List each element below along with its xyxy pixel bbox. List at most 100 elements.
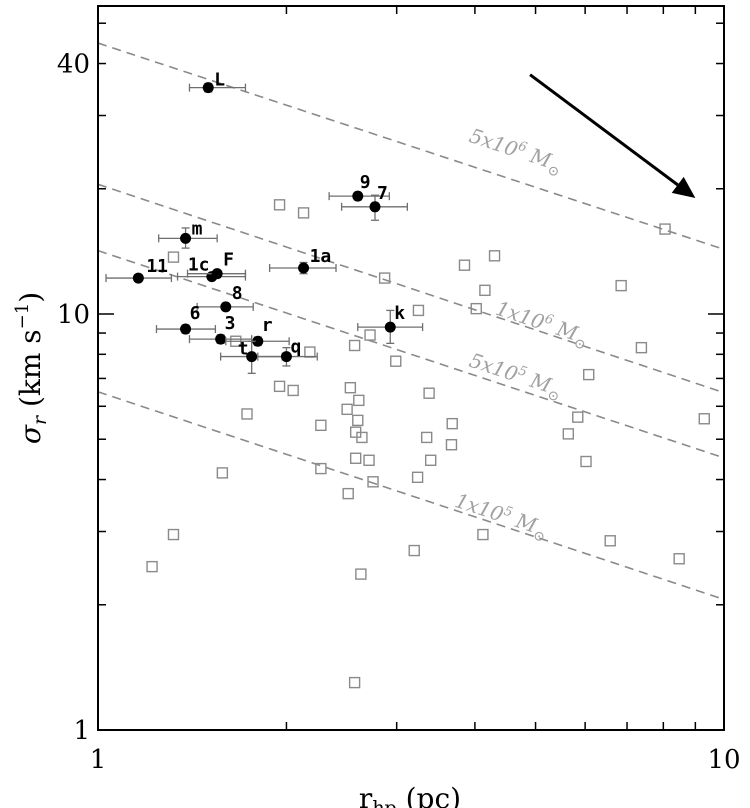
open-square-point	[470, 302, 482, 315]
open-square-point	[408, 544, 420, 557]
point-label: 8	[232, 283, 243, 304]
open-square-point	[348, 339, 361, 352]
open-square-point	[241, 408, 253, 420]
mass-line-label-part: ⊙	[572, 335, 588, 354]
filled-circle-point	[202, 82, 214, 94]
filled-circle-point	[384, 321, 396, 333]
open-square-point	[216, 467, 229, 479]
mass-line	[97, 42, 725, 251]
filled-circle-point	[280, 351, 292, 363]
open-square-point	[458, 259, 471, 271]
filled-circle-point	[246, 351, 258, 363]
filled-circle-point	[132, 272, 144, 284]
open-square-point	[348, 676, 361, 689]
point-label: 1c	[188, 255, 210, 276]
point-label: t	[238, 339, 249, 360]
open-square-point	[352, 414, 364, 427]
mass-line	[97, 391, 725, 601]
open-square-point	[344, 382, 357, 394]
point-label: 9	[360, 172, 371, 193]
point-label: L	[214, 70, 225, 91]
point-label: 11	[146, 256, 168, 277]
y-tick-label: 40	[57, 50, 90, 80]
open-square-point	[635, 341, 648, 354]
x-axis-title: rhp (pc)	[359, 782, 461, 808]
mass-lines	[97, 42, 725, 601]
open-square-point	[479, 284, 491, 297]
y-tick-label: 1	[73, 716, 90, 746]
filled-circle-point	[215, 333, 227, 345]
point-label: m	[192, 218, 203, 239]
arrow-shaft	[529, 73, 679, 187]
open-square-point	[353, 394, 365, 407]
axis-ticks	[97, 6, 725, 731]
open-square-point	[580, 455, 592, 468]
y-axis-title: σr (km s−1)	[12, 292, 51, 444]
open-square-point	[698, 413, 710, 425]
open-square-point	[583, 368, 595, 381]
open-square-point	[367, 476, 379, 488]
filled-circle-point	[180, 232, 192, 244]
filled-circle-point	[298, 262, 310, 274]
open-square-point	[425, 454, 437, 466]
mass-line-label-part: ⊙	[545, 387, 561, 406]
open-square-point	[167, 251, 180, 263]
open-square-point	[273, 199, 286, 211]
open-square-point	[342, 487, 354, 500]
open-square-point	[390, 355, 402, 367]
open-square-point	[315, 419, 327, 432]
y-tick-label: 10	[57, 300, 90, 330]
direction-arrow	[529, 73, 696, 199]
x-tick-label: 10	[707, 745, 740, 775]
open-square-point	[411, 471, 424, 483]
open-square-point	[477, 528, 489, 541]
open-square-point	[378, 272, 391, 284]
open-square-series	[146, 199, 710, 689]
open-square-point	[146, 560, 158, 573]
open-square-point	[273, 380, 286, 393]
mass-line-label-part: ⊙	[545, 162, 561, 181]
filled-circle-point	[220, 301, 232, 313]
open-square-point	[349, 452, 362, 464]
open-square-point	[364, 329, 376, 341]
point-label: 6	[190, 303, 201, 324]
open-square-point	[363, 454, 375, 466]
filled-circle-point	[180, 323, 192, 335]
open-square-point	[167, 528, 180, 541]
arrow-head	[671, 176, 696, 199]
open-square-point	[446, 417, 458, 430]
open-square-point	[615, 279, 627, 292]
open-square-point	[287, 384, 299, 397]
open-square-point	[572, 411, 584, 423]
filled-circle-point	[352, 190, 364, 202]
point-label: 3	[225, 313, 236, 334]
mass-line	[97, 249, 725, 459]
open-square-point	[488, 250, 501, 262]
x-tick-label: 1	[90, 745, 107, 775]
open-square-point	[355, 568, 367, 580]
filled-circle-point	[252, 335, 264, 347]
point-label: k	[394, 303, 405, 324]
point-label: q	[290, 337, 301, 358]
open-square-point	[604, 535, 616, 547]
filled-circle-series: L 97 m 1a 11 1c F 8 6 k 3 rt q	[105, 70, 424, 374]
filled-circle-point	[211, 268, 223, 280]
mass-line-label-part: ⊙	[531, 527, 547, 546]
open-square-point	[315, 462, 327, 475]
mass-line	[97, 183, 725, 394]
open-square-point	[341, 403, 353, 416]
open-square-point	[445, 439, 458, 451]
filled-circle-point	[369, 201, 381, 213]
open-square-point	[423, 387, 435, 399]
axis-tick-labels: 1 10 1 10 40	[57, 50, 741, 775]
open-square-point	[412, 304, 425, 317]
open-square-point	[659, 223, 671, 235]
open-square-point	[562, 428, 575, 440]
open-square-point	[356, 431, 368, 444]
open-square-point	[297, 207, 310, 219]
point-label: 7	[377, 183, 388, 204]
point-label: F	[223, 250, 234, 271]
point-label: 1a	[310, 246, 332, 267]
